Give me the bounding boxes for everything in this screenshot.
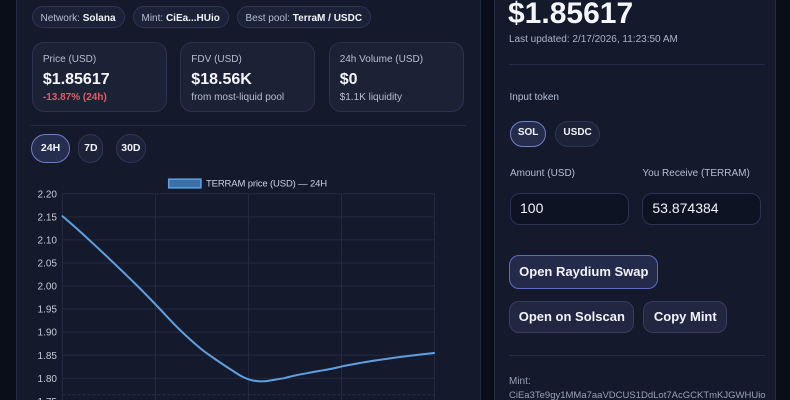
svg-text:2.10: 2.10 bbox=[38, 236, 58, 247]
svg-text:1.80: 1.80 bbox=[38, 374, 58, 385]
svg-text:1.90: 1.90 bbox=[38, 328, 58, 339]
svg-text:1.75: 1.75 bbox=[38, 397, 58, 400]
svg-text:1.85: 1.85 bbox=[38, 351, 58, 362]
svg-text:1.95: 1.95 bbox=[38, 305, 58, 316]
svg-text:2.15: 2.15 bbox=[38, 213, 58, 224]
svg-text:TERRAM price (USD) — 24H: TERRAM price (USD) — 24H bbox=[206, 179, 327, 190]
svg-text:2.00: 2.00 bbox=[38, 282, 58, 293]
svg-text:2.05: 2.05 bbox=[38, 259, 58, 270]
svg-text:2.20: 2.20 bbox=[38, 189, 58, 200]
